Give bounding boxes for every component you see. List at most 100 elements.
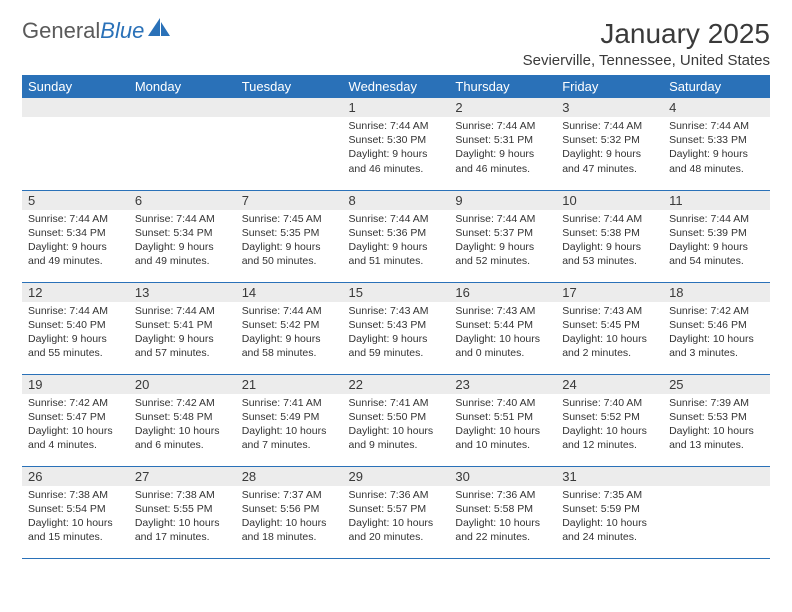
- day-number: 1: [343, 98, 450, 117]
- daylight-line: Daylight: 9 hours and 59 minutes.: [349, 332, 444, 360]
- day-details: Sunrise: 7:36 AMSunset: 5:58 PMDaylight:…: [449, 486, 556, 549]
- day-number: 31: [556, 467, 663, 486]
- sunrise-line: Sunrise: 7:43 AM: [349, 304, 444, 318]
- calendar-day-cell: [236, 98, 343, 190]
- day-details: Sunrise: 7:44 AMSunset: 5:40 PMDaylight:…: [22, 302, 129, 365]
- daylight-line: Daylight: 10 hours and 7 minutes.: [242, 424, 337, 452]
- calendar-day-cell: 21 Sunrise: 7:41 AMSunset: 5:49 PMDayligh…: [236, 374, 343, 466]
- daylight-line: Daylight: 10 hours and 3 minutes.: [669, 332, 764, 360]
- sunset-line: Sunset: 5:41 PM: [135, 318, 230, 332]
- day-details: Sunrise: 7:44 AMSunset: 5:30 PMDaylight:…: [343, 117, 450, 180]
- day-details: Sunrise: 7:44 AMSunset: 5:31 PMDaylight:…: [449, 117, 556, 180]
- day-number: 14: [236, 283, 343, 302]
- day-number: 27: [129, 467, 236, 486]
- weekday-header: Sunday: [22, 75, 129, 98]
- sunrise-line: Sunrise: 7:41 AM: [349, 396, 444, 410]
- calendar-week-row: 26Sunrise: 7:38 AMSunset: 5:54 PMDayligh…: [22, 466, 770, 558]
- daylight-line: Daylight: 9 hours and 48 minutes.: [669, 147, 764, 175]
- sunset-line: Sunset: 5:56 PM: [242, 502, 337, 516]
- calendar-table: SundayMondayTuesdayWednesdayThursdayFrid…: [22, 75, 770, 559]
- sunset-line: Sunset: 5:37 PM: [455, 226, 550, 240]
- calendar-day-cell: 10Sunrise: 7:44 AMSunset: 5:38 PMDayligh…: [556, 190, 663, 282]
- location: Sevierville, Tennessee, United States: [523, 52, 770, 69]
- calendar-day-cell: 14Sunrise: 7:44 AMSunset: 5:42 PMDayligh…: [236, 282, 343, 374]
- calendar-day-cell: 19Sunrise: 7:42 AMSunset: 5:47 PMDayligh…: [22, 374, 129, 466]
- day-number: 21: [236, 375, 343, 394]
- day-number: 17: [556, 283, 663, 302]
- weekday-header: Friday: [556, 75, 663, 98]
- day-details: Sunrise: 7:44 AMSunset: 5:38 PMDaylight:…: [556, 210, 663, 273]
- calendar-week-row: 1Sunrise: 7:44 AMSunset: 5:30 PMDaylight…: [22, 98, 770, 190]
- day-number: 10: [556, 191, 663, 210]
- sunset-line: Sunset: 5:33 PM: [669, 133, 764, 147]
- calendar-day-cell: 20Sunrise: 7:42 AMSunset: 5:48 PMDayligh…: [129, 374, 236, 466]
- calendar-day-cell: 24Sunrise: 7:40 AMSunset: 5:52 PMDayligh…: [556, 374, 663, 466]
- sunset-line: Sunset: 5:52 PM: [562, 410, 657, 424]
- daylight-line: Daylight: 10 hours and 13 minutes.: [669, 424, 764, 452]
- day-details: Sunrise: 7:42 AMSunset: 5:46 PMDaylight:…: [663, 302, 770, 365]
- sunset-line: Sunset: 5:49 PM: [242, 410, 337, 424]
- sunset-line: Sunset: 5:42 PM: [242, 318, 337, 332]
- calendar-day-cell: 1Sunrise: 7:44 AMSunset: 5:30 PMDaylight…: [343, 98, 450, 190]
- sunset-line: Sunset: 5:58 PM: [455, 502, 550, 516]
- sunset-line: Sunset: 5:39 PM: [669, 226, 764, 240]
- calendar-body: 1Sunrise: 7:44 AMSunset: 5:30 PMDaylight…: [22, 98, 770, 558]
- calendar-day-cell: [663, 466, 770, 558]
- sunset-line: Sunset: 5:31 PM: [455, 133, 550, 147]
- day-number: 8: [343, 191, 450, 210]
- daylight-line: Daylight: 10 hours and 17 minutes.: [135, 516, 230, 544]
- sunset-line: Sunset: 5:55 PM: [135, 502, 230, 516]
- sunrise-line: Sunrise: 7:42 AM: [669, 304, 764, 318]
- sunset-line: Sunset: 5:48 PM: [135, 410, 230, 424]
- day-number: 30: [449, 467, 556, 486]
- day-details: Sunrise: 7:43 AMSunset: 5:45 PMDaylight:…: [556, 302, 663, 365]
- day-details: Sunrise: 7:42 AMSunset: 5:48 PMDaylight:…: [129, 394, 236, 457]
- calendar-day-cell: [129, 98, 236, 190]
- sunrise-line: Sunrise: 7:44 AM: [669, 119, 764, 133]
- day-number: 4: [663, 98, 770, 117]
- sunset-line: Sunset: 5:59 PM: [562, 502, 657, 516]
- calendar-header-row: SundayMondayTuesdayWednesdayThursdayFrid…: [22, 75, 770, 98]
- logo-text-general: General: [22, 18, 100, 44]
- logo-sail-icon: [144, 18, 172, 44]
- daylight-line: Daylight: 9 hours and 50 minutes.: [242, 240, 337, 268]
- sunrise-line: Sunrise: 7:44 AM: [455, 212, 550, 226]
- sunset-line: Sunset: 5:44 PM: [455, 318, 550, 332]
- calendar-day-cell: 22Sunrise: 7:41 AMSunset: 5:50 PMDayligh…: [343, 374, 450, 466]
- calendar-day-cell: 9Sunrise: 7:44 AMSunset: 5:37 PMDaylight…: [449, 190, 556, 282]
- sunrise-line: Sunrise: 7:43 AM: [562, 304, 657, 318]
- sunset-line: Sunset: 5:47 PM: [28, 410, 123, 424]
- sunrise-line: Sunrise: 7:42 AM: [28, 396, 123, 410]
- day-details: Sunrise: 7:43 AMSunset: 5:44 PMDaylight:…: [449, 302, 556, 365]
- sunrise-line: Sunrise: 7:44 AM: [28, 212, 123, 226]
- sunrise-line: Sunrise: 7:42 AM: [135, 396, 230, 410]
- calendar-day-cell: 13Sunrise: 7:44 AMSunset: 5:41 PMDayligh…: [129, 282, 236, 374]
- daylight-line: Daylight: 10 hours and 24 minutes.: [562, 516, 657, 544]
- day-details: Sunrise: 7:45 AMSunset: 5:35 PMDaylight:…: [236, 210, 343, 273]
- daylight-line: Daylight: 9 hours and 49 minutes.: [28, 240, 123, 268]
- day-details: Sunrise: 7:35 AMSunset: 5:59 PMDaylight:…: [556, 486, 663, 549]
- daylight-line: Daylight: 10 hours and 0 minutes.: [455, 332, 550, 360]
- daylight-line: Daylight: 10 hours and 6 minutes.: [135, 424, 230, 452]
- month-title: January 2025: [523, 18, 770, 50]
- day-number: 19: [22, 375, 129, 394]
- title-block: January 2025 Sevierville, Tennessee, Uni…: [523, 18, 770, 69]
- calendar-week-row: 5Sunrise: 7:44 AMSunset: 5:34 PMDaylight…: [22, 190, 770, 282]
- daylight-line: Daylight: 10 hours and 9 minutes.: [349, 424, 444, 452]
- weekday-header: Saturday: [663, 75, 770, 98]
- sunrise-line: Sunrise: 7:38 AM: [135, 488, 230, 502]
- sunrise-line: Sunrise: 7:41 AM: [242, 396, 337, 410]
- day-number: 15: [343, 283, 450, 302]
- day-number: 20: [129, 375, 236, 394]
- day-number: 29: [343, 467, 450, 486]
- calendar-day-cell: 8Sunrise: 7:44 AMSunset: 5:36 PMDaylight…: [343, 190, 450, 282]
- day-number: 3: [556, 98, 663, 117]
- day-details: Sunrise: 7:36 AMSunset: 5:57 PMDaylight:…: [343, 486, 450, 549]
- sunrise-line: Sunrise: 7:44 AM: [135, 304, 230, 318]
- weekday-header: Tuesday: [236, 75, 343, 98]
- day-number: 9: [449, 191, 556, 210]
- calendar-day-cell: 25Sunrise: 7:39 AMSunset: 5:53 PMDayligh…: [663, 374, 770, 466]
- day-details: Sunrise: 7:44 AMSunset: 5:34 PMDaylight:…: [22, 210, 129, 273]
- logo: GeneralBlue: [22, 18, 172, 44]
- day-details: Sunrise: 7:43 AMSunset: 5:43 PMDaylight:…: [343, 302, 450, 365]
